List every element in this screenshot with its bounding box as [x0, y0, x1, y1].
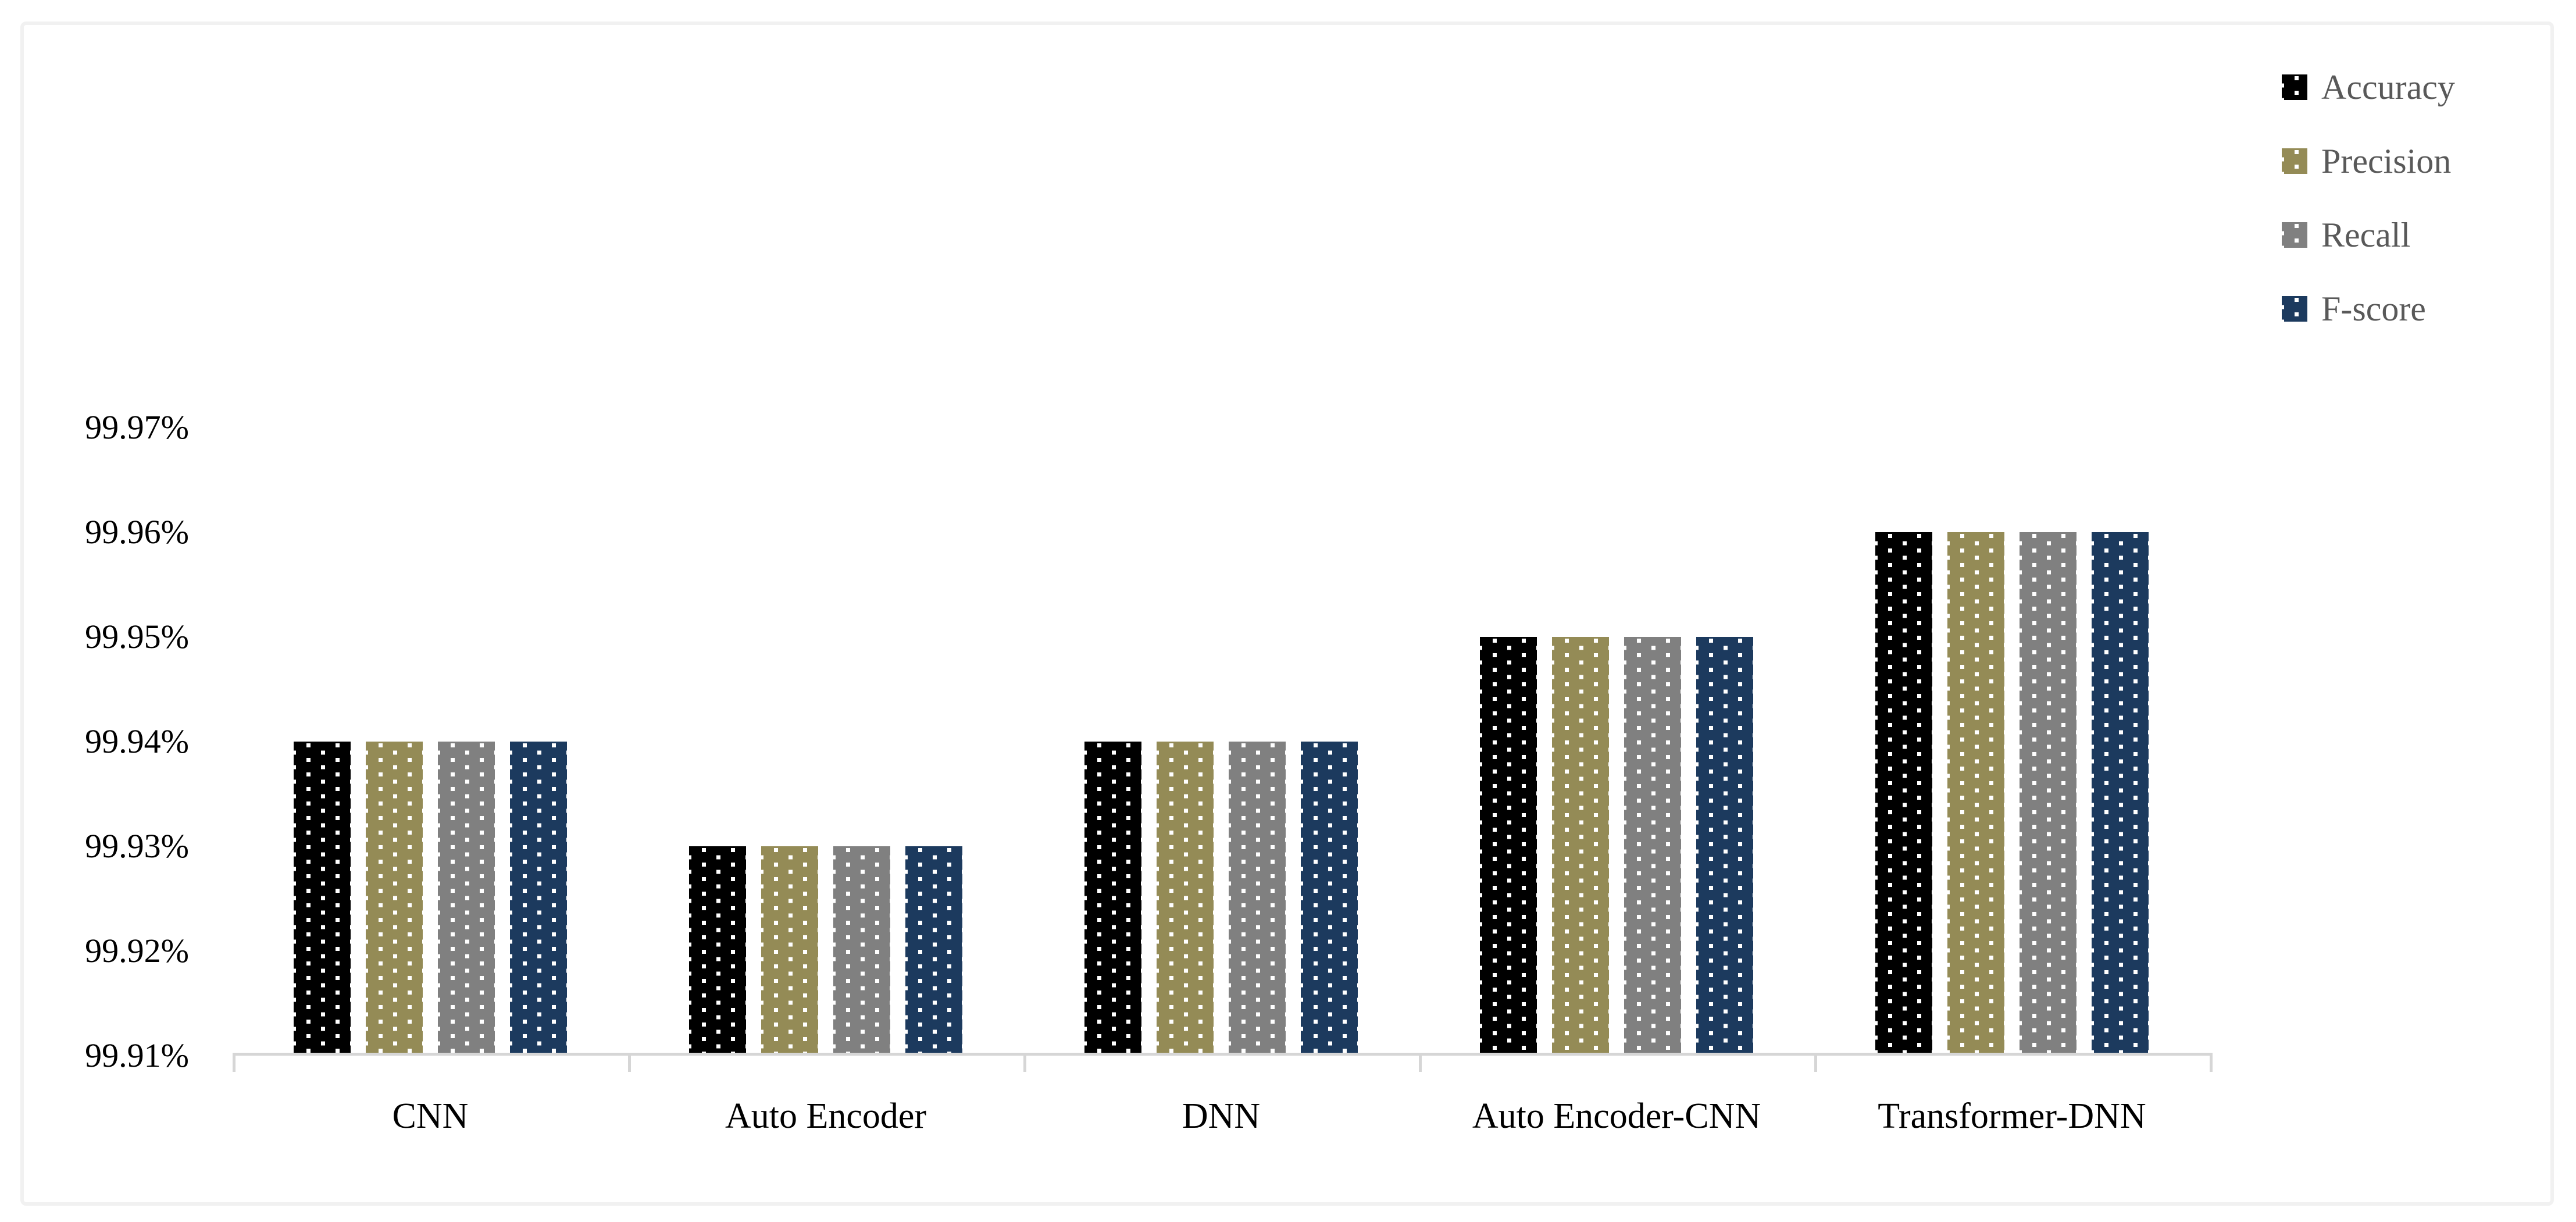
- axis-tick-5: [2210, 1053, 2213, 1072]
- bar-fill-accuracy-auto-encoder-cnn: [1480, 637, 1537, 1056]
- bar-precision-auto-encoder-cnn: [1552, 637, 1609, 1056]
- x-axis-label-auto-encoder: Auto Encoder: [725, 1096, 927, 1136]
- bar-precision-auto-encoder: [761, 846, 818, 1056]
- legend-swatch-fill-recall: [2282, 222, 2307, 248]
- bar-fill-precision-cnn: [366, 742, 423, 1056]
- bar-recall-auto-encoder-cnn: [1624, 637, 1681, 1056]
- legend-swatch-fill-accuracy: [2282, 74, 2307, 100]
- bar-recall-dnn: [1229, 742, 1286, 1056]
- y-tick-label-99-91-: 99.91%: [85, 1036, 189, 1074]
- axis-tick-2: [1023, 1053, 1026, 1072]
- axis-tick-0: [233, 1053, 236, 1072]
- legend-label-precision: Precision: [2321, 141, 2452, 180]
- bar-fill-f-score-dnn: [1301, 742, 1358, 1056]
- bar-accuracy-cnn: [294, 742, 351, 1056]
- legend-swatch-fill-f-score: [2282, 296, 2307, 322]
- bar-fill-recall-dnn: [1229, 742, 1286, 1056]
- bar-fill-f-score-auto-encoder-cnn: [1696, 637, 1753, 1056]
- bar-f-score-auto-encoder-cnn: [1696, 637, 1753, 1056]
- bar-fill-precision-auto-encoder: [761, 846, 818, 1056]
- x-axis-label-transformer-dnn: Transformer-DNN: [1878, 1096, 2146, 1136]
- bar-fill-precision-dnn: [1157, 742, 1214, 1056]
- legend-label-accuracy: Accuracy: [2321, 67, 2455, 106]
- bar-precision-cnn: [366, 742, 423, 1056]
- legend-label-f-score: F-score: [2321, 289, 2426, 328]
- legend-swatch-fill-precision: [2282, 148, 2307, 174]
- bar-f-score-auto-encoder: [905, 846, 962, 1056]
- y-tick-label-99-96-: 99.96%: [85, 513, 189, 551]
- y-tick-label-99-94-: 99.94%: [85, 722, 189, 760]
- bar-fill-accuracy-dnn: [1084, 742, 1141, 1056]
- y-tick-label-99-92-: 99.92%: [85, 932, 189, 970]
- legend-item-accuracy: Accuracy: [2282, 67, 2455, 106]
- bar-fill-recall-auto-encoder: [833, 846, 890, 1056]
- bar-recall-auto-encoder: [833, 846, 890, 1056]
- legend-label-recall: Recall: [2321, 215, 2411, 254]
- y-tick-label-99-93-: 99.93%: [85, 827, 189, 865]
- bar-fill-accuracy-transformer-dnn: [1875, 532, 1932, 1056]
- bar-fill-accuracy-auto-encoder: [689, 846, 746, 1056]
- legend-swatch-precision-icon: [2282, 148, 2307, 174]
- legend-swatch-f-score-icon: [2282, 296, 2307, 322]
- bar-recall-transformer-dnn: [2020, 532, 2077, 1056]
- bar-accuracy-auto-encoder-cnn: [1480, 637, 1537, 1056]
- bar-precision-transformer-dnn: [1947, 532, 2004, 1056]
- legend-swatch-recall-icon: [2282, 222, 2307, 248]
- legend-item-precision: Precision: [2282, 142, 2451, 180]
- x-axis-line: [233, 1053, 2213, 1056]
- bar-fill-recall-auto-encoder-cnn: [1624, 637, 1681, 1056]
- y-tick-label-99-95-: 99.95%: [85, 618, 189, 655]
- bar-f-score-transformer-dnn: [2092, 532, 2149, 1056]
- legend-item-f-score: F-score: [2282, 289, 2426, 328]
- legend-item-recall: Recall: [2282, 216, 2410, 254]
- bar-f-score-dnn: [1301, 742, 1358, 1056]
- bar-fill-precision-auto-encoder-cnn: [1552, 637, 1609, 1056]
- bar-fill-f-score-transformer-dnn: [2092, 532, 2149, 1056]
- bar-fill-accuracy-cnn: [294, 742, 351, 1056]
- bar-recall-cnn: [438, 742, 495, 1056]
- legend: Accuracy Precision Recall F-score: [2282, 67, 2555, 336]
- legend-swatch-accuracy-icon: [2282, 74, 2307, 100]
- x-axis-label-auto-encoder-cnn: Auto Encoder-CNN: [1472, 1096, 1761, 1136]
- bar-accuracy-auto-encoder: [689, 846, 746, 1056]
- bar-f-score-cnn: [510, 742, 567, 1056]
- bar-fill-f-score-auto-encoder: [905, 846, 962, 1056]
- bar-fill-recall-cnn: [438, 742, 495, 1056]
- x-axis-label-dnn: DNN: [1182, 1096, 1261, 1136]
- bar-accuracy-transformer-dnn: [1875, 532, 1932, 1056]
- axis-tick-4: [1814, 1053, 1817, 1072]
- bar-fill-recall-transformer-dnn: [2020, 532, 2077, 1056]
- bar-accuracy-dnn: [1084, 742, 1141, 1056]
- bar-precision-dnn: [1157, 742, 1214, 1056]
- bar-fill-precision-transformer-dnn: [1947, 532, 2004, 1056]
- x-axis-label-cnn: CNN: [392, 1096, 469, 1136]
- bar-fill-f-score-cnn: [510, 742, 567, 1056]
- axis-tick-3: [1419, 1053, 1422, 1072]
- y-tick-label-99-97-: 99.97%: [85, 408, 189, 446]
- axis-tick-1: [628, 1053, 631, 1072]
